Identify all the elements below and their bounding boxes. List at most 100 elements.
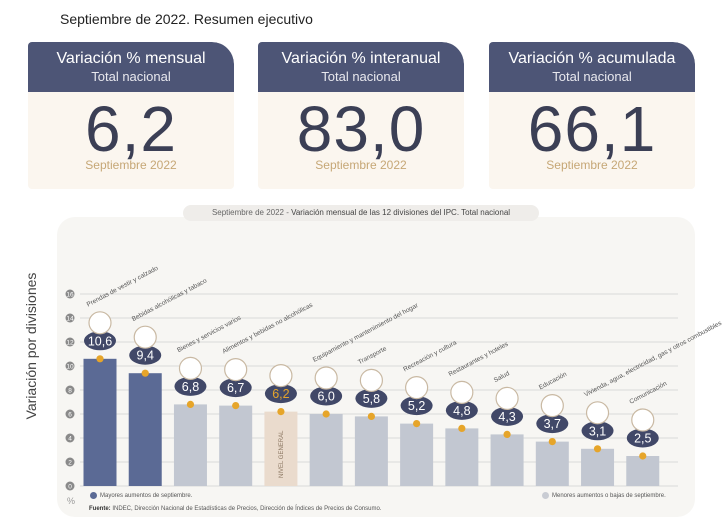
y-tick-label: 10 — [66, 363, 74, 370]
category-label: Bebidas alcohólicas y tabaco — [131, 277, 209, 323]
y-tick-badge — [65, 457, 75, 467]
category-label: Recreación y cultura — [402, 339, 458, 373]
card-subtitle: Total nacional — [552, 69, 632, 84]
legend-low-swatch — [542, 492, 549, 499]
category-icon — [269, 364, 293, 388]
value-badge — [536, 414, 569, 434]
card-acumulada: Variación % acumulada Total nacional 66,… — [489, 42, 695, 189]
category-icon — [88, 311, 112, 335]
y-tick-badge — [65, 313, 75, 323]
chart-header-text: Variación mensual de las 12 divisiones d… — [291, 208, 511, 217]
legend-low: Menores aumentos o bajas de septiembre. — [542, 492, 666, 499]
value-label: 5,2 — [408, 399, 425, 413]
category-icon — [631, 408, 655, 432]
category-icon — [314, 366, 338, 390]
category-icon — [450, 380, 474, 404]
value-marker — [413, 420, 421, 428]
value-label: 2,5 — [634, 432, 651, 446]
y-tick-label: 14 — [66, 315, 74, 322]
bar — [626, 456, 660, 486]
category-icon — [585, 401, 610, 425]
legend-high: Mayores aumentos de septiembre. — [90, 492, 192, 499]
value-badge — [219, 378, 252, 398]
bar — [535, 441, 569, 486]
legend-high-swatch — [90, 492, 97, 499]
bar — [581, 448, 615, 486]
card-month: Septiembre 2022 — [85, 158, 177, 172]
value-badge — [84, 331, 116, 351]
y-tick-label: 0 — [68, 483, 72, 490]
category-icon — [540, 394, 564, 418]
y-tick-badge — [65, 481, 75, 491]
category-icon — [405, 376, 429, 400]
card-title: Variación % mensual — [56, 50, 206, 67]
value-marker — [232, 402, 240, 410]
bar — [490, 434, 524, 486]
value-badge — [264, 384, 297, 404]
value-marker — [186, 400, 195, 408]
value-marker — [503, 430, 511, 438]
category-label: Educación — [538, 371, 568, 392]
value-label: 4,3 — [498, 410, 515, 424]
y-tick-label: 6 — [68, 411, 72, 418]
unit-label: % — [67, 496, 76, 506]
value-label: 10,6 — [88, 334, 112, 348]
value-marker — [639, 452, 647, 460]
card-month: Septiembre 2022 — [315, 158, 407, 172]
value-marker — [322, 410, 330, 418]
category-label: Prendas de vestir y calzado — [86, 265, 160, 309]
value-badge — [581, 421, 614, 441]
value-badge — [400, 396, 433, 416]
source-note: Fuente: INDEC, Dirección Nacional de Est… — [89, 506, 381, 512]
bar — [128, 373, 162, 486]
value-marker — [593, 445, 602, 453]
legend-low-label: Menores aumentos o bajas de septiembre. — [552, 493, 666, 500]
bar — [354, 416, 388, 486]
card-subtitle: Total nacional — [321, 69, 401, 84]
value-label: 6,0 — [317, 390, 334, 404]
card-header: Variación % interanual Total nacional — [258, 42, 464, 92]
value-label: 3,1 — [589, 424, 606, 438]
source-label: Fuente: — [89, 506, 111, 512]
category-icon — [224, 358, 248, 382]
bar — [83, 358, 117, 486]
bar — [309, 414, 343, 486]
bar — [445, 428, 479, 486]
value-label: 6,8 — [182, 380, 199, 394]
value-badge — [626, 428, 659, 448]
value-label: 3,7 — [544, 417, 561, 431]
card-header: Variación % mensual Total nacional — [28, 42, 234, 92]
y-tick-label: 2 — [68, 459, 72, 466]
bar — [264, 411, 298, 486]
bar — [400, 423, 434, 486]
value-badge — [445, 400, 478, 420]
value-badge — [129, 345, 162, 365]
value-label: 4,8 — [453, 404, 470, 418]
card-value: 83,0 — [296, 93, 426, 165]
bar — [219, 405, 253, 486]
card-value: 66,1 — [527, 93, 657, 165]
card-interanual: Variación % interanual Total nacional 83… — [258, 42, 464, 189]
category-label: Salud — [493, 370, 511, 384]
bar — [173, 404, 207, 486]
category-icon — [495, 386, 519, 410]
card-month: Septiembre 2022 — [546, 158, 638, 172]
y-tick-badge — [65, 433, 75, 443]
category-label: Alimentos y bebidas no alcohólicas — [221, 301, 314, 355]
y-tick-label: 8 — [68, 387, 72, 394]
y-tick-label: 16 — [66, 291, 74, 298]
card-value: 6,2 — [85, 93, 177, 165]
category-label: Comunicación — [628, 380, 668, 406]
value-badge — [355, 388, 388, 408]
value-marker — [277, 408, 285, 416]
value-marker — [141, 369, 149, 377]
category-icon — [133, 325, 157, 349]
y-tick-badge — [65, 289, 75, 299]
value-badge — [310, 386, 343, 406]
value-marker — [367, 412, 375, 420]
chart-header: Septiembre de 2022 - Variación mensual d… — [183, 205, 539, 221]
y-tick-badge — [65, 361, 75, 371]
value-label: 9,4 — [137, 349, 154, 363]
source-text: INDEC, Dirección Nacional de Estadística… — [112, 506, 382, 512]
